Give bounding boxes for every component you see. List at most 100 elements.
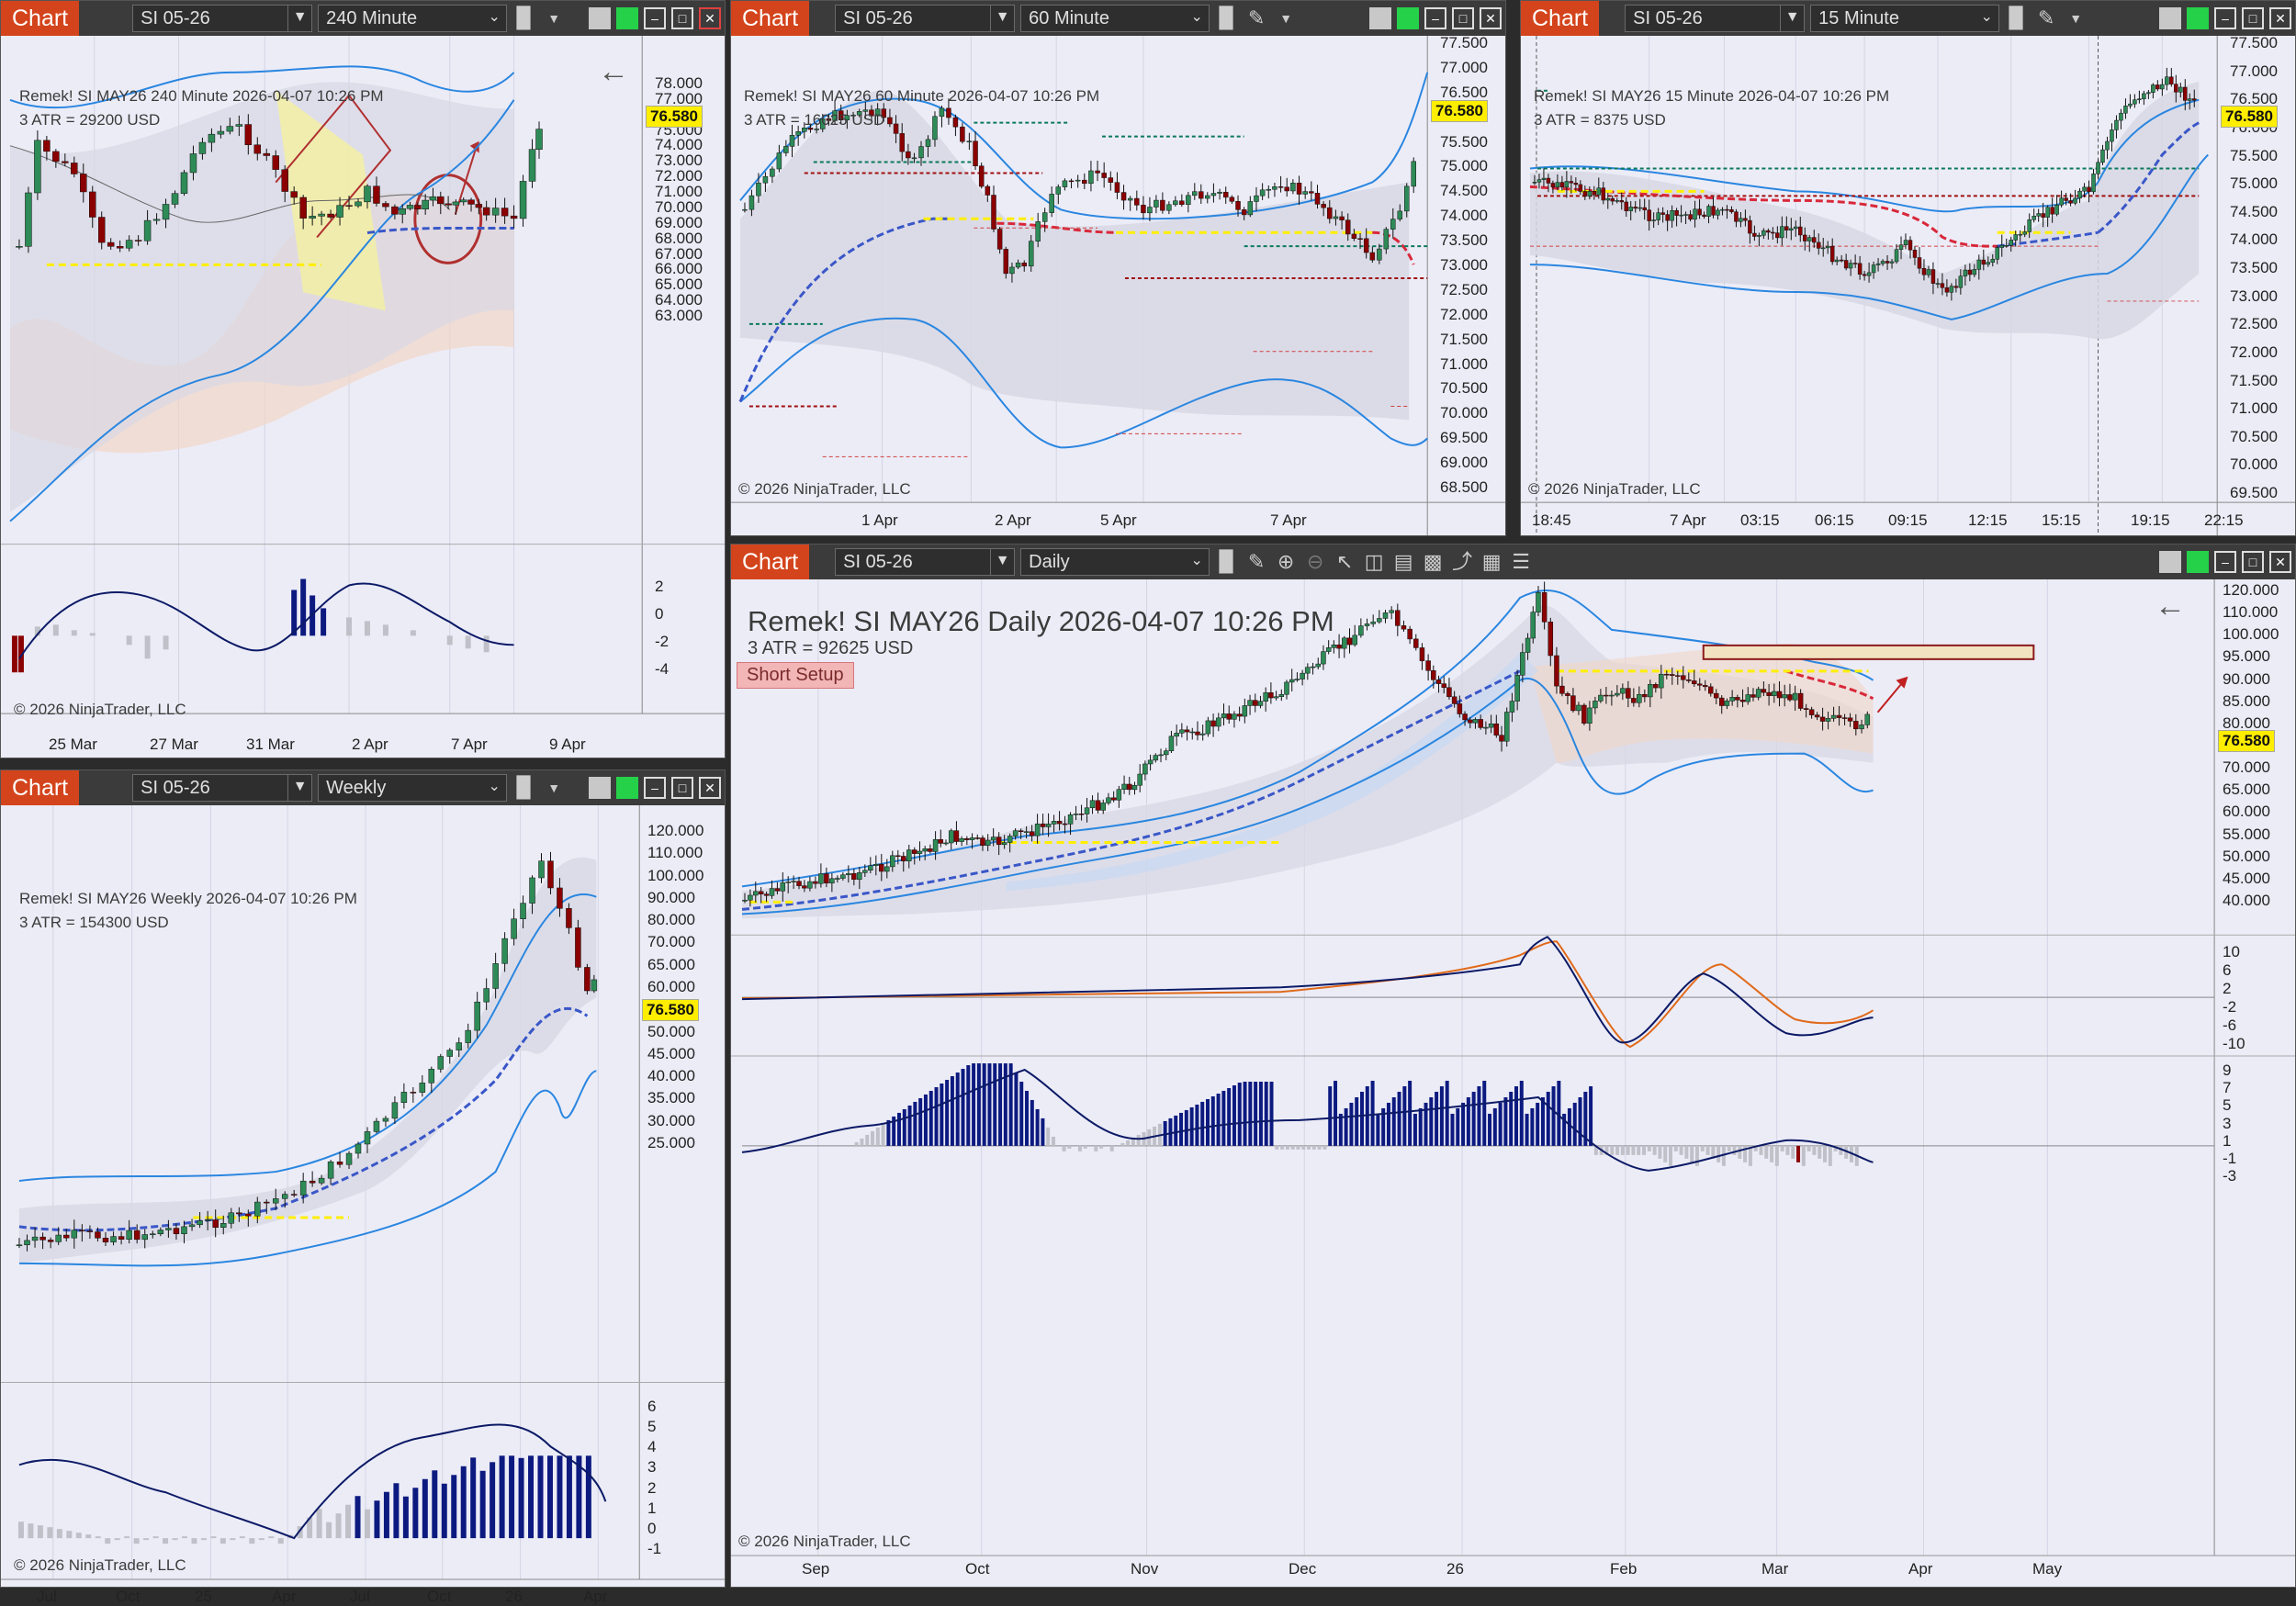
link-grey-button[interactable]	[589, 7, 611, 29]
chevron-down-icon[interactable]: ▼	[990, 548, 1014, 576]
chart-tab[interactable]: Chart	[731, 1, 810, 36]
link-grey-button[interactable]	[2159, 7, 2181, 29]
interval-selector[interactable]: 60 Minute ⌄	[1020, 5, 1210, 32]
zoom-out-icon[interactable]: ⊖	[1306, 550, 1324, 573]
close-button[interactable]: ✕	[2269, 551, 2291, 573]
drawing-objects-icon[interactable]: ▤	[1393, 550, 1413, 573]
draw-tool-icon[interactable]: ✎	[2037, 6, 2055, 29]
chart-window-weekly[interactable]: Chart SI 05-26 ▼ Weekly ⌄ ▉ ▼ – □ ✕	[0, 769, 726, 1605]
candle	[2142, 90, 2146, 106]
interval-selector[interactable]: 15 Minute ⌄	[1810, 5, 2000, 32]
instrument-selector[interactable]: SI 05-26 ▼	[132, 774, 313, 802]
candle	[1142, 760, 1148, 781]
chevron-down-icon[interactable]: ▼	[990, 5, 1014, 32]
minimize-button[interactable]: –	[2214, 551, 2236, 573]
link-green-button[interactable]	[2187, 551, 2209, 573]
minimize-button[interactable]: –	[2214, 7, 2236, 29]
link-grey-button[interactable]	[1369, 7, 1391, 29]
price-tick-label: 65.000	[2223, 781, 2270, 799]
bar-type-icon[interactable]: ▉	[516, 776, 533, 799]
chart-area[interactable]: Remek! SI MAY26 Daily 2026-04-07 10:26 P…	[731, 579, 2295, 1587]
arrow-left-icon[interactable]: ←	[2155, 589, 2186, 623]
link-green-button[interactable]	[1397, 7, 1419, 29]
price-chart[interactable]	[731, 579, 2295, 1587]
instrument-selector[interactable]: SI 05-26 ▼	[1625, 5, 1806, 32]
bar-type-icon[interactable]: ▉	[516, 6, 533, 29]
close-button[interactable]: ✕	[1480, 7, 1502, 29]
chevron-down-icon[interactable]: ⌄	[488, 779, 501, 794]
maximize-button[interactable]: □	[671, 7, 693, 29]
chart-tab[interactable]: Chart	[1521, 1, 1600, 36]
menu-dropdown-icon[interactable]: ▼	[1279, 11, 1293, 26]
bar-type-icon[interactable]: ▉	[2009, 6, 2025, 29]
chart-area[interactable]: Remek! SI MAY26 15 Minute 2026-04-07 10:…	[1521, 34, 2295, 535]
chevron-down-icon[interactable]: ▼	[287, 774, 311, 802]
pointer-icon[interactable]: ↖	[1335, 550, 1354, 573]
chevron-down-icon[interactable]: ⌄	[1980, 9, 1993, 25]
bar-type-icon[interactable]: ▉	[1219, 6, 1235, 29]
menu-dropdown-icon[interactable]: ▼	[547, 781, 561, 795]
close-button[interactable]: ✕	[699, 7, 721, 29]
link-green-button[interactable]	[616, 7, 638, 29]
price-chart[interactable]	[731, 36, 1505, 535]
histogram-bar	[557, 1455, 563, 1539]
draw-tool-icon[interactable]: ✎	[1247, 550, 1266, 573]
chart-area[interactable]: Remek! SI MAY26 Weekly 2026-04-07 10:26 …	[1, 805, 725, 1605]
candle	[1247, 196, 1254, 218]
list-icon[interactable]: ☰	[1512, 550, 1530, 573]
price-chart[interactable]	[1, 805, 725, 1587]
link-grey-button[interactable]	[589, 777, 611, 799]
price-chart[interactable]	[1521, 36, 2295, 535]
draw-tool-icon[interactable]: ✎	[1247, 6, 1266, 29]
chevron-down-icon[interactable]: ▼	[1780, 5, 1804, 32]
chevron-down-icon[interactable]: ▼	[287, 5, 311, 32]
instrument-selector[interactable]: SI 05-26 ▼	[835, 5, 1016, 32]
minimize-button[interactable]: –	[1424, 7, 1446, 29]
candle	[1045, 813, 1052, 837]
chart-window-60min[interactable]: Chart SI 05-26 ▼ 60 Minute ⌄ ▉ ✎ ▼ – □ ✕	[730, 0, 1506, 536]
chart-tab[interactable]: Chart	[731, 545, 810, 579]
maximize-button[interactable]: □	[671, 777, 693, 799]
candle	[1894, 243, 1899, 264]
close-button[interactable]: ✕	[2269, 7, 2291, 29]
link-green-button[interactable]	[2187, 7, 2209, 29]
candle	[152, 213, 161, 225]
indicators-icon[interactable]: ⤴	[1452, 550, 1473, 573]
candle	[355, 198, 362, 208]
link-green-button[interactable]	[616, 777, 638, 799]
menu-dropdown-icon[interactable]: ▼	[547, 11, 561, 26]
arrow-left-icon[interactable]: ←	[598, 54, 629, 89]
menu-dropdown-icon[interactable]: ▼	[2069, 11, 2083, 26]
interval-selector[interactable]: 240 Minute ⌄	[318, 5, 508, 32]
chart-area[interactable]: Remek! SI MAY26 60 Minute 2026-04-07 10:…	[731, 34, 1505, 535]
chevron-down-icon[interactable]: ⌄	[1190, 9, 1203, 25]
candle	[780, 872, 786, 902]
minimize-button[interactable]: –	[644, 777, 666, 799]
interval-selector[interactable]: Daily ⌄	[1020, 548, 1210, 576]
maximize-button[interactable]: □	[2242, 7, 2264, 29]
data-box-icon[interactable]: ◫	[1364, 550, 1384, 573]
chart-window-15min[interactable]: Chart SI 05-26 ▼ 15 Minute ⌄ ▉ ✎ ▼ – □ ✕	[1520, 0, 2296, 536]
candle	[2018, 230, 2022, 242]
oscillator-tick-label: 7	[2223, 1079, 2232, 1097]
instrument-selector[interactable]: SI 05-26 ▼	[132, 5, 313, 32]
chart-area[interactable]: Remek! SI MAY26 240 Minute 2026-04-07 10…	[1, 36, 725, 758]
instrument-selector[interactable]: SI 05-26 ▼	[835, 548, 1016, 576]
price-chart[interactable]	[1, 36, 725, 758]
chart-window-daily[interactable]: Chart SI 05-26 ▼ Daily ⌄ ▉ ✎ ⊕ ⊖ ↖ ◫ ▤ ▩ ⤴…	[730, 544, 2296, 1588]
chart-window-240min[interactable]: Chart SI 05-26 ▼ 240 Minute ⌄ ▉ ▼ – □ ✕	[0, 0, 726, 758]
chart-tab[interactable]: Chart	[1, 770, 80, 805]
chevron-down-icon[interactable]: ⌄	[1190, 553, 1203, 568]
maximize-button[interactable]: □	[2242, 551, 2264, 573]
close-button[interactable]: ✕	[699, 777, 721, 799]
maximize-button[interactable]: □	[1452, 7, 1474, 29]
bar-type-icon[interactable]: ▉	[1219, 550, 1235, 573]
bars-icon[interactable]: ▩	[1423, 550, 1443, 573]
zoom-in-icon[interactable]: ⊕	[1277, 550, 1295, 573]
chevron-down-icon[interactable]: ⌄	[488, 9, 501, 25]
chart-tab[interactable]: Chart	[1, 1, 80, 36]
link-grey-button[interactable]	[2159, 551, 2181, 573]
minimize-button[interactable]: –	[644, 7, 666, 29]
interval-selector[interactable]: Weekly ⌄	[318, 774, 508, 802]
strategies-icon[interactable]: ▦	[1481, 550, 1502, 573]
